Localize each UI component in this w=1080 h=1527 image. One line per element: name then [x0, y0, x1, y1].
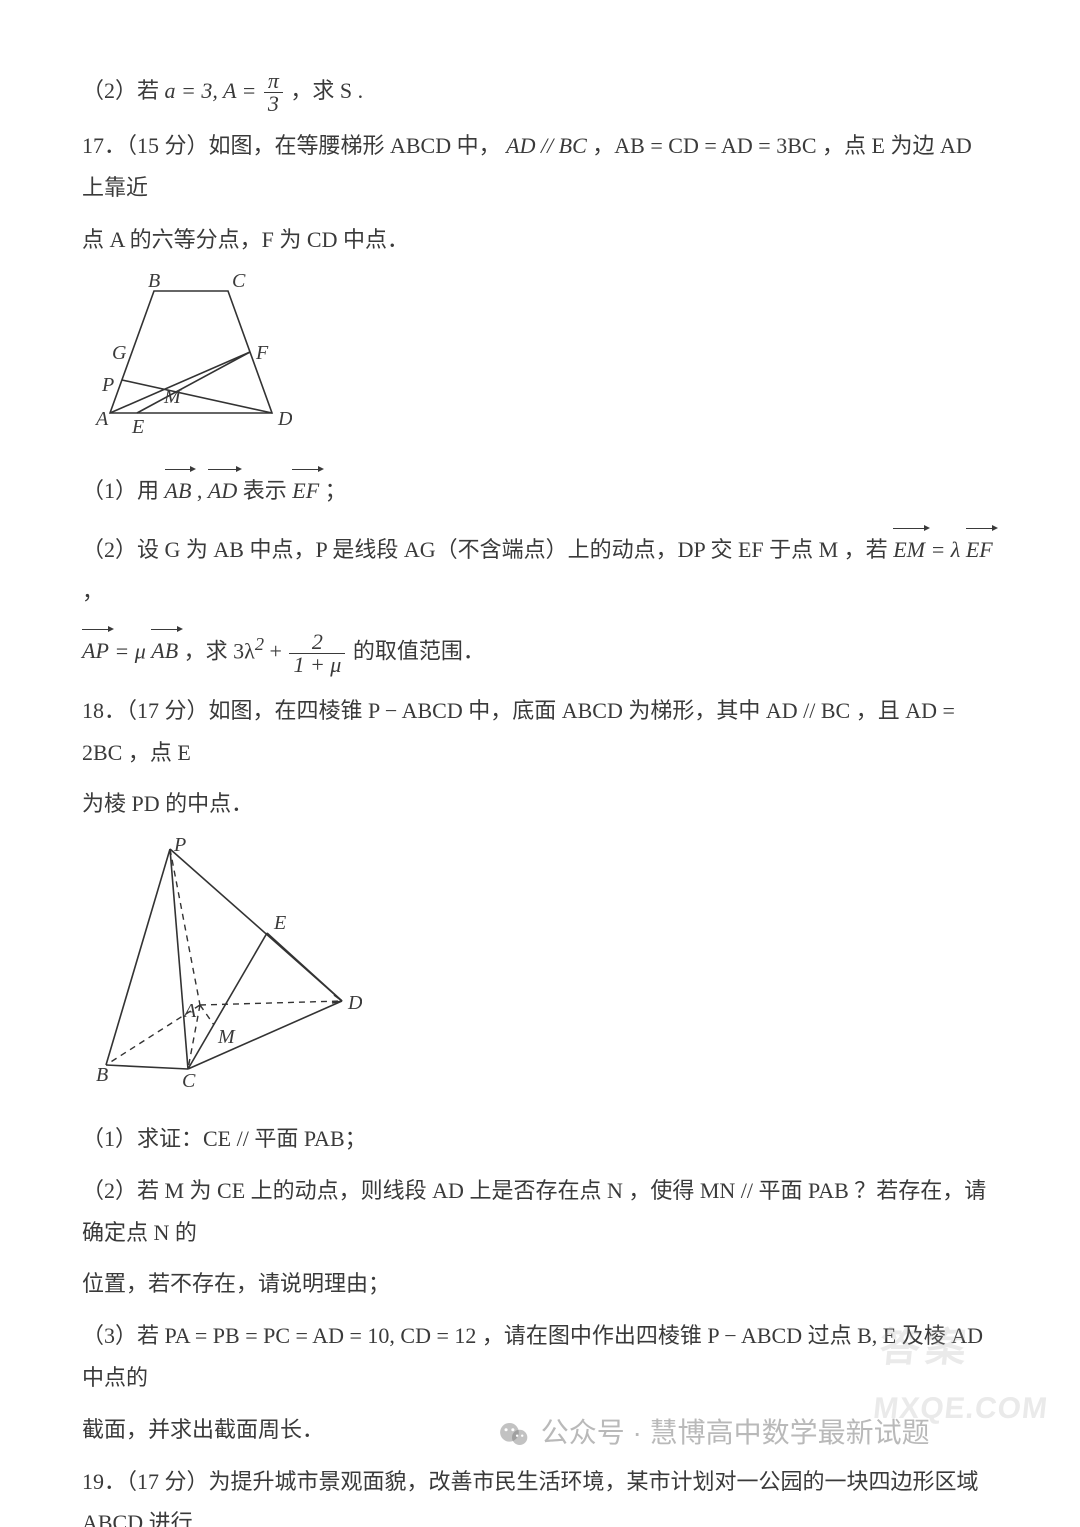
q17-part2b: AP = μ AB ，求 3λ2 + 2 1 + μ 的取值范围．: [82, 627, 998, 676]
svg-text:C: C: [182, 1070, 196, 1092]
text: 点 A 的六等分点，F 为 CD 中点．: [82, 227, 409, 252]
vector-EF2: EF: [966, 529, 993, 571]
sup: 2: [255, 634, 264, 654]
q18-part2b: 位置，若不存在，请说明理由；: [82, 1263, 998, 1305]
svg-text:P: P: [173, 837, 186, 856]
pyramid-diagram: P B C A D E M: [92, 837, 362, 1092]
svg-text:A: A: [94, 408, 109, 430]
svg-text:D: D: [277, 408, 292, 430]
fraction-pi-3: π 3: [264, 70, 283, 115]
q18-part3b: 截面，并求出截面周长．: [82, 1409, 998, 1451]
vector-AD: AD: [208, 470, 237, 512]
svg-text:B: B: [148, 273, 160, 292]
math: a = 3, A =: [165, 78, 262, 103]
q17-line2: 点 A 的六等分点，F 为 CD 中点．: [82, 219, 998, 261]
svg-text:A: A: [182, 1000, 197, 1022]
svg-text:C: C: [232, 273, 246, 292]
text: 位置，若不存在，请说明理由；: [82, 1271, 390, 1296]
text: 截面，并求出截面周长．: [82, 1417, 324, 1442]
q17-figure: A D B C G P E F M: [92, 273, 998, 452]
math: AD // BC: [506, 133, 587, 158]
text: ,: [197, 478, 208, 503]
svg-text:E: E: [131, 416, 144, 438]
text: 为棱 PD 的中点．: [82, 791, 253, 816]
trapezoid-diagram: A D B C G P E F M: [92, 273, 292, 438]
text: 18．（17 分）如图，在四棱锥 P − ABCD 中，底面 ABCD 为梯形，…: [82, 698, 955, 765]
q16-part2: （2）若 a = 3, A = π 3 ，求 S .: [82, 70, 998, 115]
q18-part2a: （2）若 M 为 CE 上的动点，则线段 AD 上是否存在点 N ，使得 MN …: [82, 1170, 998, 1254]
q18-figure: P B C A D E M: [92, 837, 998, 1106]
svg-text:G: G: [112, 342, 127, 364]
svg-text:D: D: [347, 992, 362, 1014]
fraction-2-over-1+mu: 2 1 + μ: [289, 631, 345, 676]
page-wrap: （2）若 a = 3, A = π 3 ，求 S . 17．（15 分）如图，在…: [0, 0, 1080, 1527]
text: ，求 S .: [290, 78, 363, 103]
q17-line1: 17．（15 分）如图，在等腰梯形 ABCD 中， AD // BC ，AB =…: [82, 125, 998, 209]
svg-text:F: F: [255, 342, 269, 364]
vector-EM: EM: [893, 529, 925, 571]
math: = λ: [930, 537, 960, 562]
vector-AP: AP: [82, 630, 109, 672]
svg-text:B: B: [96, 1064, 108, 1086]
page-content: （2）若 a = 3, A = π 3 ，求 S . 17．（15 分）如图，在…: [0, 0, 1080, 1527]
vector-AB2: AB: [151, 630, 178, 672]
math: = μ: [114, 638, 145, 663]
text: （2）若: [82, 78, 165, 103]
text: 表示: [243, 478, 293, 503]
q18-line1: 18．（17 分）如图，在四棱锥 P − ABCD 中，底面 ABCD 为梯形，…: [82, 690, 998, 774]
text: ；: [325, 478, 347, 503]
text: 17．（15 分）如图，在等腰梯形 ABCD 中，: [82, 133, 501, 158]
q18-line2: 为棱 PD 的中点．: [82, 783, 998, 825]
svg-text:P: P: [101, 374, 114, 396]
vector-AB: AB: [165, 470, 192, 512]
text: ，求 3λ: [184, 638, 255, 663]
q17-part1: （1）用 AB , AD 表示 EF ；: [82, 470, 998, 512]
text: （2）若 M 为 CE 上的动点，则线段 AD 上是否存在点 N ，使得 MN …: [82, 1178, 986, 1245]
svg-text:M: M: [163, 386, 182, 408]
q17-part2a: （2）设 G 为 AB 中点，P 是线段 AG（不含端点）上的动点，DP 交 E…: [82, 529, 998, 613]
text: 的取值范围．: [353, 638, 485, 663]
q18-part1: （1）求证：CE // 平面 PAB；: [82, 1118, 998, 1160]
text: （1）用: [82, 478, 165, 503]
text: （2）设 G 为 AB 中点，P 是线段 AG（不含端点）上的动点，DP 交 E…: [82, 537, 893, 562]
svg-text:M: M: [217, 1026, 236, 1048]
text: ，: [82, 579, 104, 604]
text: （3）若 PA = PB = PC = AD = 10, CD = 12 ，请在…: [82, 1323, 983, 1390]
q19-line1: 19．（17 分）为提升城市景观面貌，改善市民生活环境，某市计划对一公园的一块四…: [82, 1461, 998, 1527]
vector-EF: EF: [292, 470, 319, 512]
text: +: [270, 638, 288, 663]
text: （1）求证：CE // 平面 PAB；: [82, 1126, 367, 1151]
q18-part3a: （3）若 PA = PB = PC = AD = 10, CD = 12 ，请在…: [82, 1315, 998, 1399]
text: 19．（17 分）为提升城市景观面貌，改善市民生活环境，某市计划对一公园的一块四…: [82, 1469, 979, 1527]
svg-text:E: E: [273, 912, 286, 934]
